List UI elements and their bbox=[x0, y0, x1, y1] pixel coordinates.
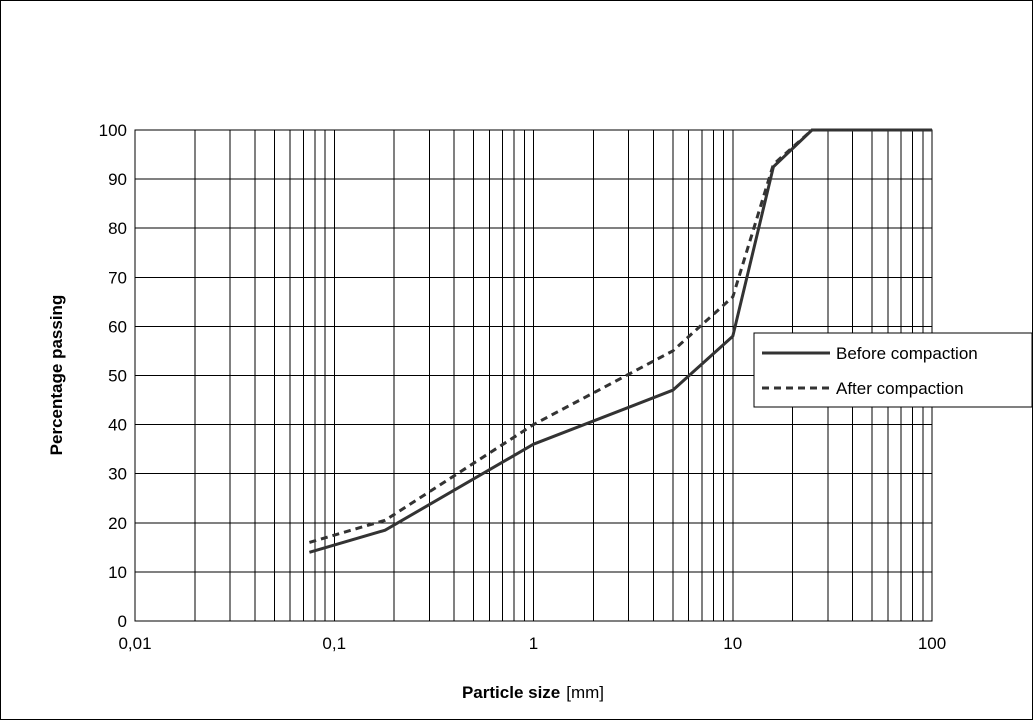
y-tick-label: 10 bbox=[108, 563, 127, 582]
y-tick-label: 40 bbox=[108, 416, 127, 435]
y-tick-label: 30 bbox=[108, 465, 127, 484]
y-tick-label: 90 bbox=[108, 170, 127, 189]
x-tick-label: 0,01 bbox=[118, 634, 151, 653]
x-axis-title: Particle size [mm] bbox=[462, 683, 604, 702]
x-tick-label: 0,1 bbox=[322, 634, 346, 653]
tick-labels: 0 10 20 30 40 50 60 70 80 90 100 0,01 0,1 1 10 100 bbox=[99, 121, 947, 653]
y-tick-label: 20 bbox=[108, 514, 127, 533]
legend-box bbox=[753, 332, 1033, 408]
x-tick-label: 1 bbox=[529, 634, 538, 653]
y-tick-label: 50 bbox=[108, 367, 127, 386]
x-axis-title-text: Particle size bbox=[462, 683, 560, 702]
legend: Before compaction After compaction bbox=[753, 332, 1033, 408]
x-tick-label: 100 bbox=[918, 634, 946, 653]
y-tick-label: 100 bbox=[99, 121, 127, 140]
x-tick-label: 10 bbox=[723, 634, 742, 653]
y-axis-title: Percentage passing bbox=[47, 295, 66, 456]
y-tick-label: 0 bbox=[118, 612, 127, 631]
y-tick-label: 80 bbox=[108, 219, 127, 238]
series-lines bbox=[308, 128, 932, 554]
legend-label-after: After compaction bbox=[836, 379, 964, 398]
series-line-after-compaction bbox=[308, 128, 932, 544]
y-tick-label: 60 bbox=[108, 317, 127, 336]
y-tick-label: 70 bbox=[108, 268, 127, 287]
legend-label-before: Before compaction bbox=[836, 344, 978, 363]
x-axis-unit: [mm] bbox=[566, 683, 604, 702]
